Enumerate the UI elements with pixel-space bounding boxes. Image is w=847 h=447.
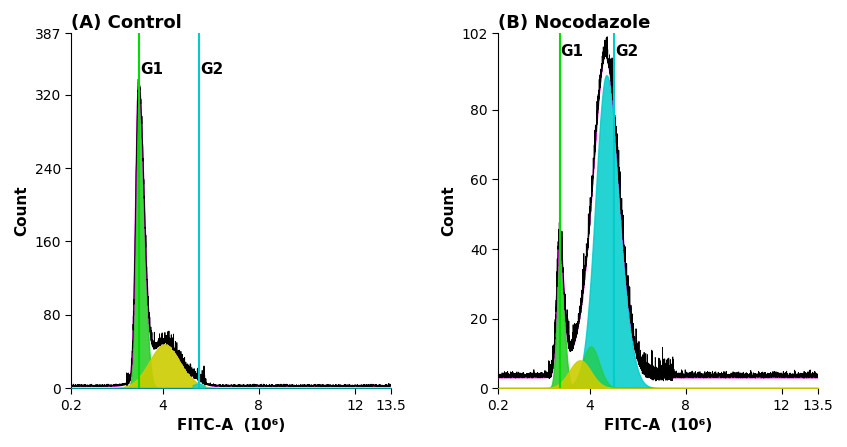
- Text: (A) Control: (A) Control: [71, 14, 182, 32]
- X-axis label: FITC-A  (10⁶): FITC-A (10⁶): [604, 418, 712, 433]
- Y-axis label: Count: Count: [14, 186, 29, 236]
- Text: G1: G1: [140, 62, 163, 77]
- Text: (B) Nocodazole: (B) Nocodazole: [498, 14, 650, 32]
- X-axis label: FITC-A  (10⁶): FITC-A (10⁶): [177, 418, 285, 433]
- Y-axis label: Count: Count: [441, 186, 456, 236]
- Text: G2: G2: [200, 62, 223, 77]
- Text: G2: G2: [615, 44, 638, 59]
- Text: G1: G1: [561, 44, 584, 59]
